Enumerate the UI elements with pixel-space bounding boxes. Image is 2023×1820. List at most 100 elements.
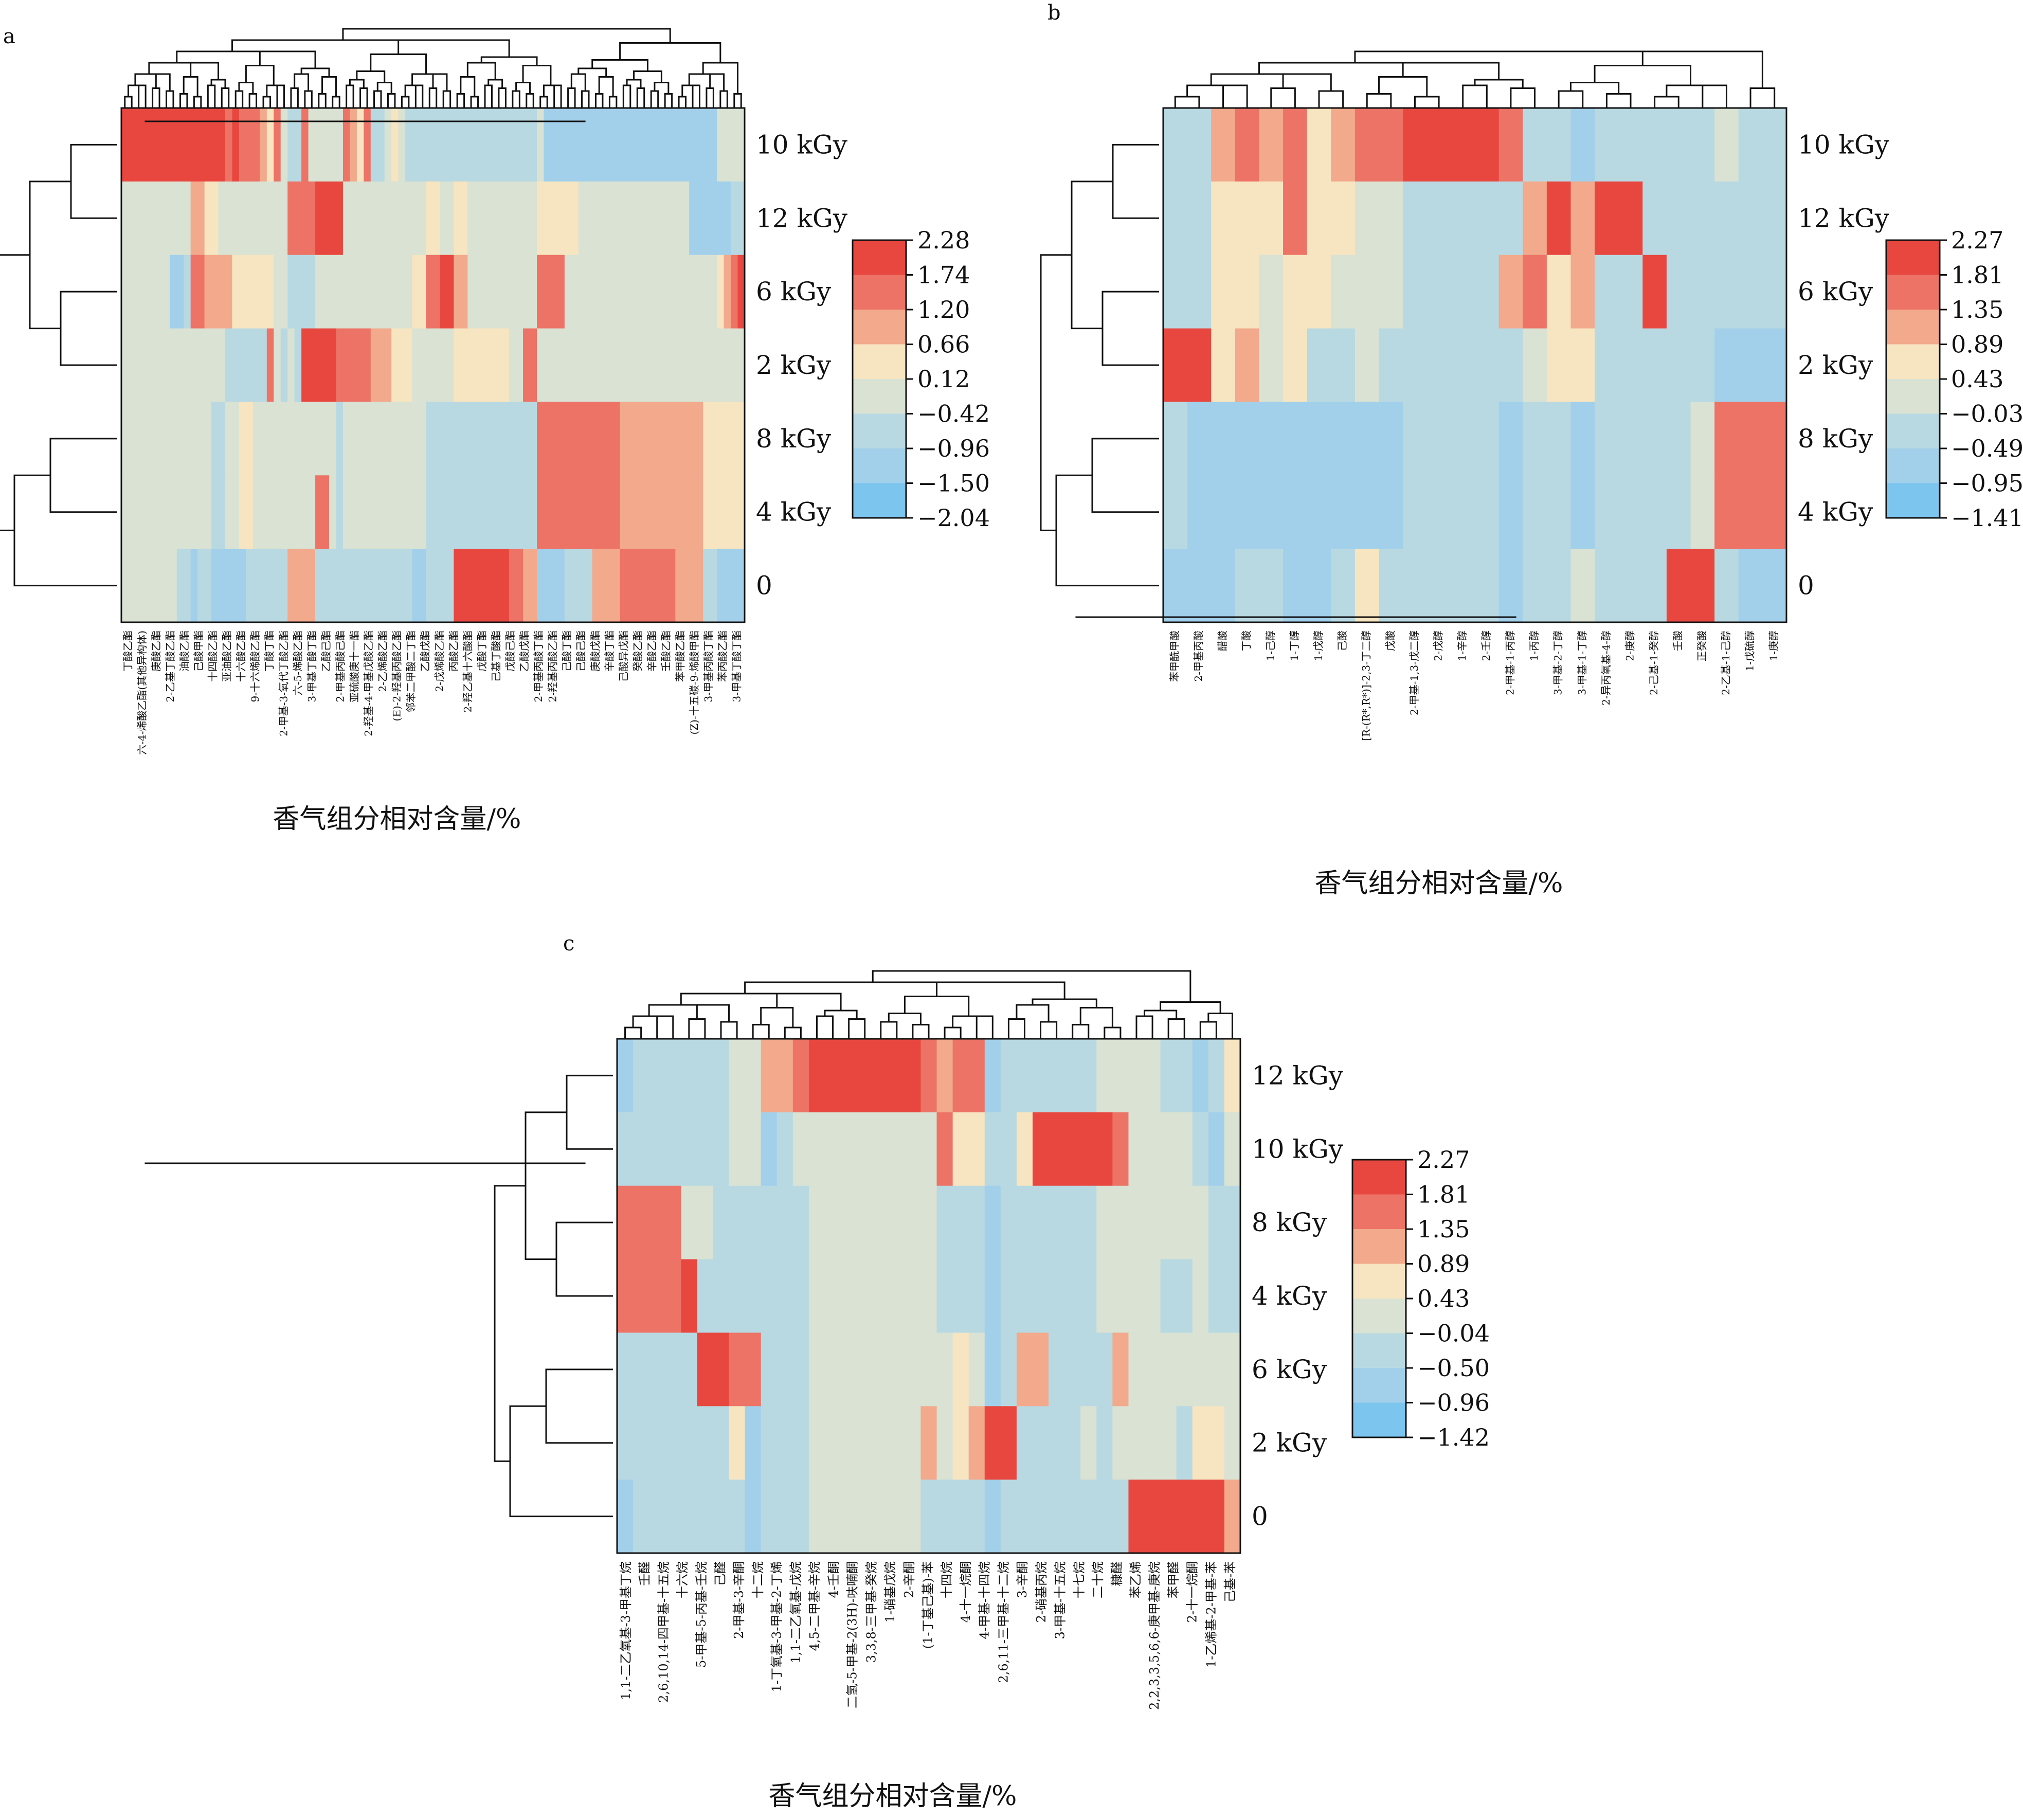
heatmap-cell — [1128, 1259, 1145, 1334]
heatmap-cell — [308, 328, 316, 403]
heatmap-cell — [1163, 328, 1188, 403]
heatmap-cell — [1666, 475, 1691, 549]
heatmap-cell — [481, 475, 489, 549]
heatmap-cell — [322, 181, 330, 256]
heatmap-cell — [1307, 328, 1331, 403]
heatmap-cell — [1426, 549, 1451, 623]
heatmap-cell — [661, 475, 669, 549]
heatmap-cell — [620, 402, 627, 476]
heatmap-cell — [197, 549, 205, 623]
heatmap-cell — [808, 1406, 825, 1480]
colorbar-bin — [1352, 1368, 1406, 1403]
heatmap-cell — [537, 181, 545, 256]
heatmap-cell — [841, 1039, 857, 1113]
heatmap-cell — [544, 181, 551, 256]
heatmap-cell — [665, 1112, 681, 1186]
heatmap-cell — [936, 1332, 953, 1407]
heatmap-cell — [530, 402, 537, 476]
heatmap-cell — [905, 1185, 922, 1260]
heatmap-cell — [1546, 402, 1572, 476]
column-label: 3-甲基丙酸丁酯 — [702, 630, 715, 702]
heatmap-cell — [156, 549, 164, 623]
heatmap-cell — [1128, 1406, 1145, 1480]
heatmap-cell — [557, 475, 565, 549]
heatmap-cell — [1112, 1259, 1129, 1334]
heatmap-cell — [564, 402, 572, 476]
heatmap-cell — [1187, 475, 1212, 549]
heatmap-cell — [356, 181, 364, 256]
heatmap-cell — [647, 108, 655, 182]
heatmap-cell — [135, 402, 142, 476]
heatmap-cell — [649, 1406, 665, 1480]
colorbar-tick-label: −0.96 — [917, 435, 990, 462]
column-label: 1,1-二乙氧基-戊烷 — [788, 1561, 803, 1663]
heatmap-cell — [713, 1480, 730, 1554]
colorbar-bin — [1886, 344, 1940, 380]
heatmap-cell — [1208, 1185, 1225, 1260]
heatmap-cell — [502, 181, 510, 256]
heatmap-cell — [467, 549, 475, 623]
heatmap-cell — [654, 475, 662, 549]
heatmap-cell — [592, 549, 600, 623]
heatmap-cell — [239, 255, 246, 329]
heatmap-cell — [873, 1332, 889, 1407]
heatmap-cell — [1208, 1112, 1225, 1186]
heatmap-cell — [308, 402, 316, 476]
heatmap-cell — [419, 328, 427, 403]
heatmap-cell — [142, 108, 150, 182]
column-label: 十四烷 — [940, 1561, 954, 1598]
heatmap-cell — [544, 108, 551, 182]
heatmap-cell — [1690, 328, 1715, 403]
panel-letter: a — [3, 25, 15, 48]
heatmap-cell — [647, 475, 655, 549]
heatmap-panel-b: b 10 kGy 12 kGy 6 kGy 2 kGy 8 kGy 4 kGy 0 苯甲酰甲酸 2… — [144, 1, 2023, 1164]
heatmap-cell — [156, 328, 164, 403]
heatmap-cell — [729, 1259, 746, 1334]
heatmap-cell — [1224, 1332, 1241, 1407]
column-label: 4,5-二甲基-辛烷 — [807, 1561, 822, 1651]
column-label: 壬醛 — [638, 1561, 652, 1586]
column-label: 油酸乙酯 — [178, 630, 190, 672]
heatmap-cell — [1690, 181, 1715, 256]
heatmap-cell — [599, 475, 607, 549]
colorbar-bin — [1886, 275, 1940, 310]
heatmap-cell — [329, 402, 337, 476]
heatmap-cell — [308, 549, 316, 623]
column-label: 六-5-烯酸乙酯 — [292, 630, 304, 695]
heatmap-cell — [197, 108, 205, 182]
heatmap-cell — [668, 181, 676, 256]
heatmap-cell — [391, 402, 399, 476]
colorbar-bin — [1886, 379, 1940, 415]
heatmap-cell — [190, 549, 198, 623]
heatmap-cell — [287, 181, 295, 256]
heatmap-cell — [370, 549, 378, 623]
heatmap-cell — [654, 108, 662, 182]
heatmap-cell — [675, 328, 683, 403]
heatmap-cell — [412, 255, 420, 329]
heatmap-cell — [857, 1185, 873, 1260]
heatmap-cell — [1331, 181, 1356, 256]
heatmap-cell — [841, 1259, 857, 1334]
heatmap-cell — [696, 255, 703, 329]
colorbar-bin — [853, 310, 906, 345]
heatmap-cell — [398, 328, 406, 403]
heatmap-cell — [1235, 108, 1260, 182]
heatmap-cell — [356, 108, 364, 182]
heatmap-cell — [1546, 181, 1572, 256]
heatmap-cell — [1403, 181, 1428, 256]
heatmap-cell — [350, 328, 357, 403]
heatmap-cell — [1642, 402, 1667, 476]
heatmap-cell — [446, 108, 454, 182]
heatmap-cell — [717, 181, 725, 256]
heatmap-cell — [633, 1185, 649, 1260]
column-label: 1-丙醇 — [1528, 630, 1540, 661]
heatmap-cell — [280, 549, 288, 623]
heatmap-cell — [1498, 108, 1523, 182]
heatmap-cell — [1307, 255, 1331, 329]
column-label: 戊酸丁酯 — [476, 630, 488, 672]
heatmap-cell — [523, 181, 531, 256]
heatmap-cell — [936, 1259, 953, 1334]
heatmap-cell — [474, 328, 482, 403]
heatmap-cell — [675, 475, 683, 549]
heatmap-cell — [1211, 402, 1236, 476]
